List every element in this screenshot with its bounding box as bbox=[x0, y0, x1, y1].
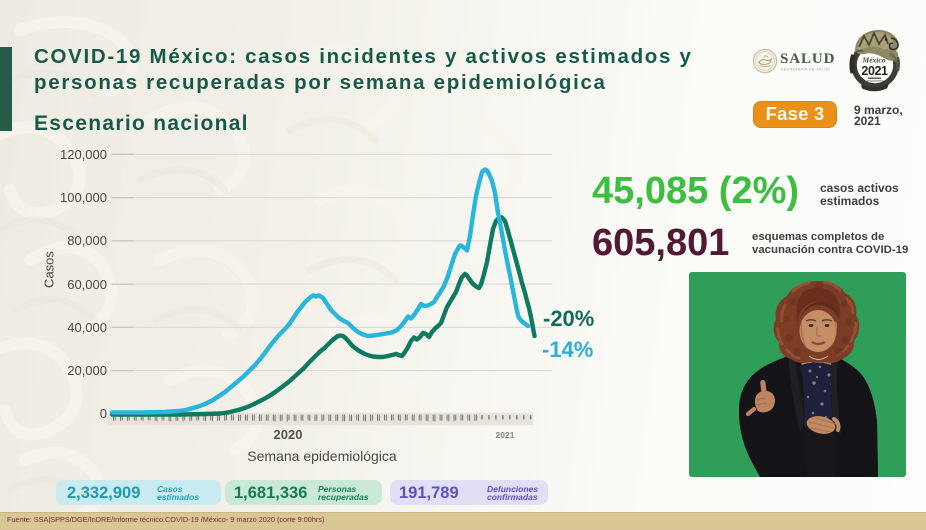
svg-text:México: México bbox=[862, 56, 886, 65]
svg-text:2021: 2021 bbox=[861, 64, 888, 78]
